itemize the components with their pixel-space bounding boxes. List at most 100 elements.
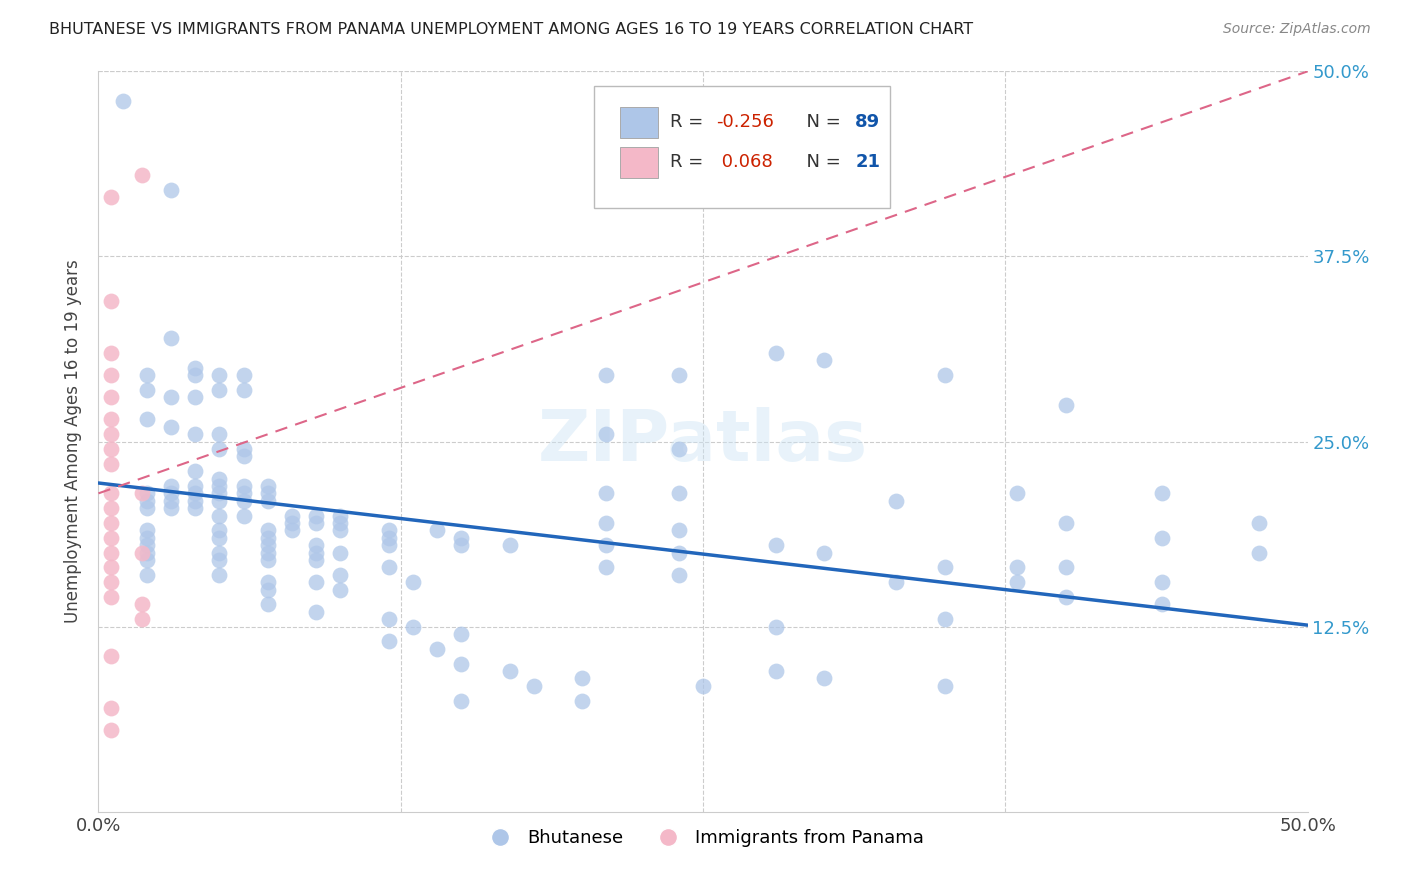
Point <box>135 524 157 538</box>
Point <box>100 368 122 382</box>
Point <box>1007 560 1029 574</box>
Point <box>232 493 254 508</box>
Point <box>256 493 278 508</box>
Point <box>281 516 304 530</box>
Point <box>100 442 122 456</box>
Point <box>232 486 254 500</box>
Point <box>595 427 617 442</box>
Point <box>329 546 352 560</box>
Point <box>450 627 472 641</box>
Point <box>1007 575 1029 590</box>
Point <box>813 672 835 686</box>
Point <box>813 546 835 560</box>
Point <box>377 524 399 538</box>
Point <box>160 501 183 516</box>
Point <box>135 368 157 382</box>
Point <box>131 168 153 182</box>
Text: Source: ZipAtlas.com: Source: ZipAtlas.com <box>1223 22 1371 37</box>
FancyBboxPatch shape <box>620 147 658 178</box>
Point <box>232 368 254 382</box>
Point <box>256 575 278 590</box>
Point <box>934 560 956 574</box>
Point <box>934 612 956 626</box>
Point <box>160 486 183 500</box>
Point <box>131 598 153 612</box>
Point <box>329 567 352 582</box>
Point <box>256 531 278 545</box>
Point <box>256 598 278 612</box>
Text: 21: 21 <box>855 153 880 171</box>
Point <box>377 531 399 545</box>
Point <box>498 538 520 552</box>
Point <box>305 546 328 560</box>
Point <box>256 486 278 500</box>
Point <box>1054 560 1077 574</box>
Point <box>208 479 231 493</box>
Point <box>100 412 122 426</box>
Point <box>1249 516 1271 530</box>
Point <box>305 516 328 530</box>
Point <box>184 390 207 404</box>
Point <box>184 464 207 478</box>
Point <box>450 657 472 671</box>
Point <box>256 524 278 538</box>
Point <box>208 508 231 523</box>
Point <box>135 546 157 560</box>
Point <box>1249 546 1271 560</box>
Point <box>100 457 122 471</box>
Point <box>668 567 690 582</box>
Point <box>765 664 787 678</box>
Point <box>595 516 617 530</box>
Point <box>208 546 231 560</box>
Point <box>184 501 207 516</box>
Point <box>1152 531 1174 545</box>
Point <box>426 641 449 656</box>
Point <box>100 486 122 500</box>
Point <box>100 516 122 530</box>
Point <box>305 575 328 590</box>
Point <box>208 368 231 382</box>
Text: R =: R = <box>671 153 710 171</box>
Point <box>329 524 352 538</box>
Point <box>131 486 153 500</box>
Point <box>100 590 122 604</box>
Text: R =: R = <box>671 113 710 131</box>
Point <box>1152 575 1174 590</box>
Point <box>160 493 183 508</box>
Point <box>1007 486 1029 500</box>
Point <box>934 679 956 693</box>
Point <box>160 331 183 345</box>
Point <box>571 672 593 686</box>
Point <box>135 531 157 545</box>
Point <box>100 427 122 442</box>
Point <box>281 508 304 523</box>
Point <box>571 694 593 708</box>
Point <box>100 501 122 516</box>
Point <box>232 383 254 397</box>
Point <box>765 538 787 552</box>
Point <box>208 383 231 397</box>
Point <box>256 582 278 597</box>
Point <box>281 524 304 538</box>
FancyBboxPatch shape <box>595 87 890 209</box>
Point <box>256 553 278 567</box>
Point <box>100 293 122 308</box>
Point <box>523 679 546 693</box>
Point <box>135 538 157 552</box>
Point <box>765 619 787 633</box>
Text: -0.256: -0.256 <box>716 113 775 131</box>
Point <box>450 694 472 708</box>
Point <box>100 560 122 574</box>
Point <box>100 649 122 664</box>
Point <box>100 531 122 545</box>
Point <box>131 612 153 626</box>
Point <box>208 553 231 567</box>
Point <box>135 567 157 582</box>
Point <box>256 538 278 552</box>
Point <box>131 546 153 560</box>
Point <box>208 471 231 485</box>
Point <box>184 493 207 508</box>
Point <box>111 94 134 108</box>
Point <box>765 345 787 359</box>
Point <box>668 442 690 456</box>
